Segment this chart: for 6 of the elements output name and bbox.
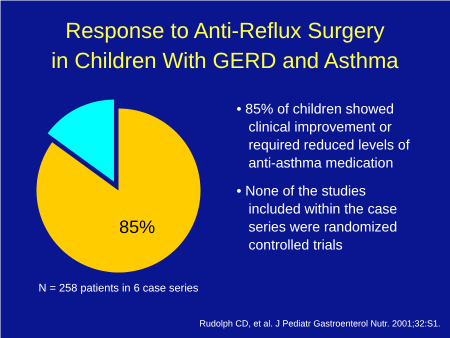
text: • None of the studies included within the case series were randomized controlled trials	[236, 182, 398, 252]
data-label: 85%	[119, 217, 156, 238]
text: Rudolph CD, et al. J Pediatr Gastroenterol Nutr. 2001;32:S1.	[199, 318, 441, 328]
text: • 85% of children showed clinical improvement or required reduced levels of anti-asthma medication	[236, 100, 410, 170]
text: N = 258 patients in 6 case series	[38, 282, 199, 294]
chart-title: Response to Anti-Reflux Surgery in Children With GERD and Asthma	[51, 18, 400, 73]
